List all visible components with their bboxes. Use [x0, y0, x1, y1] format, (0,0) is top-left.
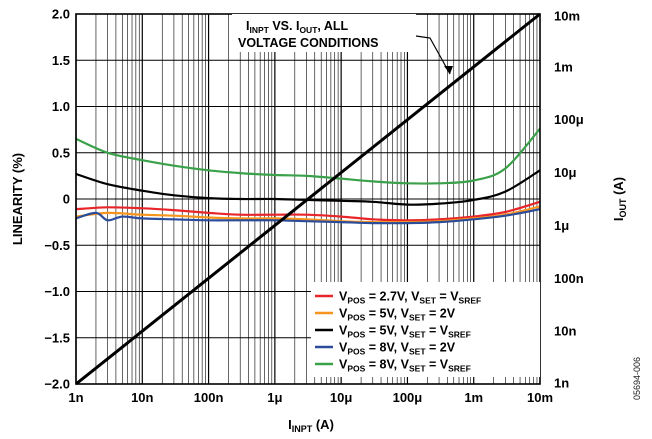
x-axis-label: IINPT​ (A) [288, 417, 334, 434]
y-left-axis-label: LINEARITY (%) [10, 153, 25, 245]
x-tick-label: 10μ [330, 390, 352, 405]
y-right-tick-label: 100n [554, 271, 584, 286]
y-left-tick-label: 1.0 [52, 99, 70, 114]
legend-box [311, 282, 540, 377]
annotation-arrowhead [444, 66, 453, 74]
x-tick-label: 100μ [393, 390, 423, 405]
annotation: IINPT​ VS. IOUT​, ALL VOLTAGE CONDITIONS [232, 14, 453, 75]
y-left-tick-label: 0 [63, 192, 70, 207]
y-left-tick-label: −1.0 [44, 284, 70, 299]
y-right-tick-label: 10m [554, 9, 580, 24]
x-tick-labels: 1n 10n 100n 1μ 10μ 100μ 1m 10m [68, 390, 553, 405]
figure-id: 05694-006 [632, 357, 642, 400]
y-right-tick-label: 1n [554, 376, 569, 391]
y-left-tick-label: 2.0 [52, 7, 70, 22]
series-line-6 [75, 12, 541, 386]
legend-label: VPOS​ = 8V, VSET​ = VSREF​ [339, 358, 471, 374]
annotation-line-1: IINPT​ VS. IOUT​, ALL [246, 19, 349, 35]
y-right-tick-label: 100μ [554, 112, 584, 127]
series-line-4 [75, 208, 541, 225]
series-line-5 [75, 127, 541, 185]
x-tick-label: 1μ [267, 390, 282, 405]
y-right-tick-label: 10n [554, 324, 576, 339]
x-tick-label: 1n [68, 390, 83, 405]
annotation-line-2: VOLTAGE CONDITIONS [238, 36, 379, 50]
y-right-axis-label: IOUT​ (A) [611, 177, 628, 221]
y-left-tick-label: −1.5 [44, 330, 70, 345]
y-right-tick-label: 1m [554, 59, 573, 74]
y-right-tick-label: 10μ [554, 165, 576, 180]
legend: VPOS​ = 2.7V, VSET​ = VSREF​VPOS​ = 5V, … [311, 282, 540, 377]
y-left-tick-label: −2.0 [44, 377, 70, 392]
legend-label: VPOS​ = 5V, VSET​ = 2V [339, 307, 456, 323]
x-tick-label: 1m [464, 390, 483, 405]
y-left-tick-label: −0.5 [44, 238, 70, 253]
y-left-tick-label: 0.5 [52, 145, 70, 160]
legend-label: VPOS​ = 2.7V, VSET​ = VSREF​ [339, 290, 481, 306]
x-tick-label: 100n [194, 390, 224, 405]
annotation-leader [415, 35, 451, 75]
x-tick-label: 10n [131, 390, 153, 405]
series-line-1 [75, 200, 541, 222]
y-left-tick-labels: 2.0 1.5 1.0 0.5 0 −0.5 −1.0 −1.5 −2.0 [44, 7, 70, 392]
legend-label: VPOS​ = 5V, VSET​ = VSREF​ [339, 324, 471, 340]
legend-label: VPOS​ = 8V, VSET​ = 2V [339, 341, 456, 357]
y-left-tick-label: 1.5 [52, 53, 70, 68]
x-tick-label: 10m [527, 390, 553, 405]
series-lines [75, 12, 541, 386]
y-right-tick-labels: 10m 1m 100μ 10μ 1μ 100n 10n 1n [554, 9, 584, 391]
y-right-tick-label: 1μ [554, 218, 569, 233]
